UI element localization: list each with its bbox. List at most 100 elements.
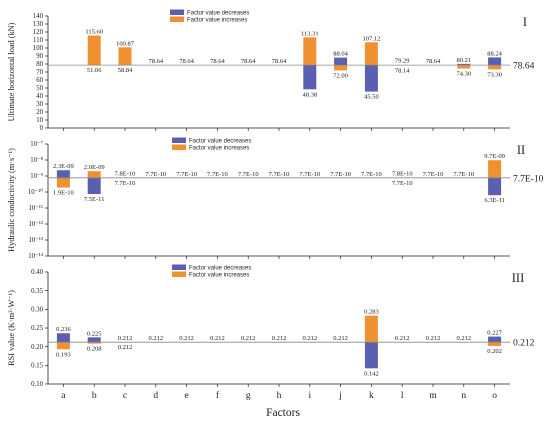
increase-bar [56,177,70,188]
y-tick-label: 0 [40,125,44,132]
y-axis-title: RSI value (K·m²·W⁻¹) [7,290,16,366]
y-tick-label: 130 [33,21,44,28]
decrease-bar [488,336,502,343]
y-tick-label: 10⁻⁹ [30,173,43,180]
y-tick-label: 0.25 [31,325,43,332]
data-label: 1.9E-10 [53,190,74,197]
x-tick-label: o [492,391,497,401]
y-tick-label: 10⁻¹² [29,221,43,228]
increase-bar [87,35,101,66]
increase-bar [303,37,317,66]
panel-label: III [512,271,525,285]
y-tick-label: 80 [36,61,43,68]
legend-label-increase: Factor value increases [189,146,249,152]
y-tick-label: 10⁻¹¹ [29,205,43,212]
legend-swatch-increase [172,144,186,150]
y-tick-label: 90 [36,53,43,60]
data-label: 0.212 [456,335,471,342]
data-label: 0.212 [179,335,194,342]
data-label: 0.227 [487,330,502,337]
data-label: 107.12 [362,35,380,42]
data-label: 113.31 [301,30,319,37]
panel-label: II [517,143,525,157]
legend-label-decrease: Factor value decreases [189,266,251,272]
data-label: 74.30 [456,71,471,78]
y-tick-label: 10⁻¹⁴ [28,253,43,260]
data-label: 0.202 [487,348,502,355]
x-tick-label: b [92,391,97,401]
data-label: 7.7E-10 [145,171,166,178]
y-tick-label: 0.30 [31,307,43,314]
data-label: 7.7E-10 [423,171,444,178]
data-label: 0.212 [426,335,441,342]
decrease-bar [457,63,471,66]
x-tick-label: k [369,391,374,401]
data-label: 0.212 [333,335,348,342]
data-label: 0.283 [364,309,379,316]
x-tick-label: l [401,391,404,401]
x-tick-label: g [246,391,251,401]
x-tick-label: n [461,391,466,401]
data-label: 58.84 [118,67,133,74]
data-label: 7.8E-10 [115,171,136,178]
y-tick-label: 20 [36,109,43,116]
legend-label-increase: Factor value increases [189,273,249,279]
increase-bar [118,47,132,66]
increase-bar [488,342,502,346]
x-tick-label: f [216,390,220,401]
y-tick-label: 100 [33,45,44,52]
y-tick-label: 60 [36,77,43,84]
data-label: 7.7E-10 [238,171,259,178]
x-tick-label: d [153,391,158,401]
y-tick-label: 0.40 [31,269,43,276]
x-tick-label: m [429,391,437,401]
y-axis-title: Hydraulic conductivity (m·s⁻¹) [7,148,16,252]
increase-bar [364,42,378,66]
y-tick-label: 0.35 [31,288,43,295]
data-label: 0.212 [210,335,225,342]
decrease-bar [56,333,70,343]
panel-label: I [523,15,527,29]
y-tick-label: 40 [36,93,43,100]
y-tick-label: 50 [36,85,43,92]
y-tick-label: 10⁻¹⁰ [28,189,43,196]
x-tick-label: h [277,391,282,401]
data-label: 7.7E-10 [392,180,413,187]
increase-bar [457,65,471,69]
decrease-bar [56,170,70,178]
data-label: 9.7E-09 [484,153,505,160]
data-label: 0.212 [302,335,317,342]
x-tick-label: e [184,391,188,401]
y-tick-label: 70 [36,69,43,76]
data-label: 78.14 [395,67,410,74]
decrease-bar [488,177,502,196]
x-tick-label: c [123,391,127,401]
decrease-bar [334,57,348,66]
data-label: 0.212 [118,344,133,351]
x-tick-label: a [61,391,66,401]
data-label: 7.7E-10 [453,171,474,178]
y-tick-label: 120 [33,29,44,36]
data-label: 100.87 [116,40,135,47]
data-label: 73.30 [487,71,502,78]
data-label: 0.212 [395,335,410,342]
data-label: 78.64 [148,58,163,65]
data-label: 80.21 [456,57,471,64]
data-label: 0.236 [56,326,71,333]
data-label: 0.142 [364,370,379,377]
y-axis-title: Ultimate horizontal load (kN) [7,22,16,121]
x-tick-label: j [338,391,342,401]
x-axis-title: Factors [266,407,300,419]
data-label: 78.64 [241,58,256,65]
legend-swatch-decrease [172,137,186,143]
increase-bar [87,342,101,344]
data-label: 45.50 [364,94,379,101]
data-label: 0.212 [148,335,163,342]
data-label: 78.64 [210,58,225,65]
data-label: 78.64 [426,58,441,65]
data-label: 6.3E-11 [484,197,505,204]
data-label: 2.3E-09 [53,163,74,170]
decrease-bar [488,57,502,66]
data-label: 7.7E-10 [176,171,197,178]
increase-bar [364,315,378,343]
